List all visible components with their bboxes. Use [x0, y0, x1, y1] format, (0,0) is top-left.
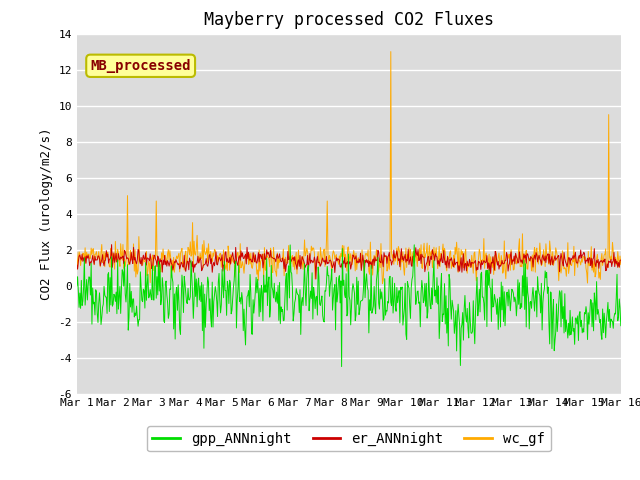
Legend: gpp_ANNnight, er_ANNnight, wc_gf: gpp_ANNnight, er_ANNnight, wc_gf: [147, 426, 551, 452]
Text: MB_processed: MB_processed: [90, 59, 191, 73]
Title: Mayberry processed CO2 Fluxes: Mayberry processed CO2 Fluxes: [204, 11, 494, 29]
Y-axis label: CO2 Flux (urology/m2/s): CO2 Flux (urology/m2/s): [40, 127, 53, 300]
